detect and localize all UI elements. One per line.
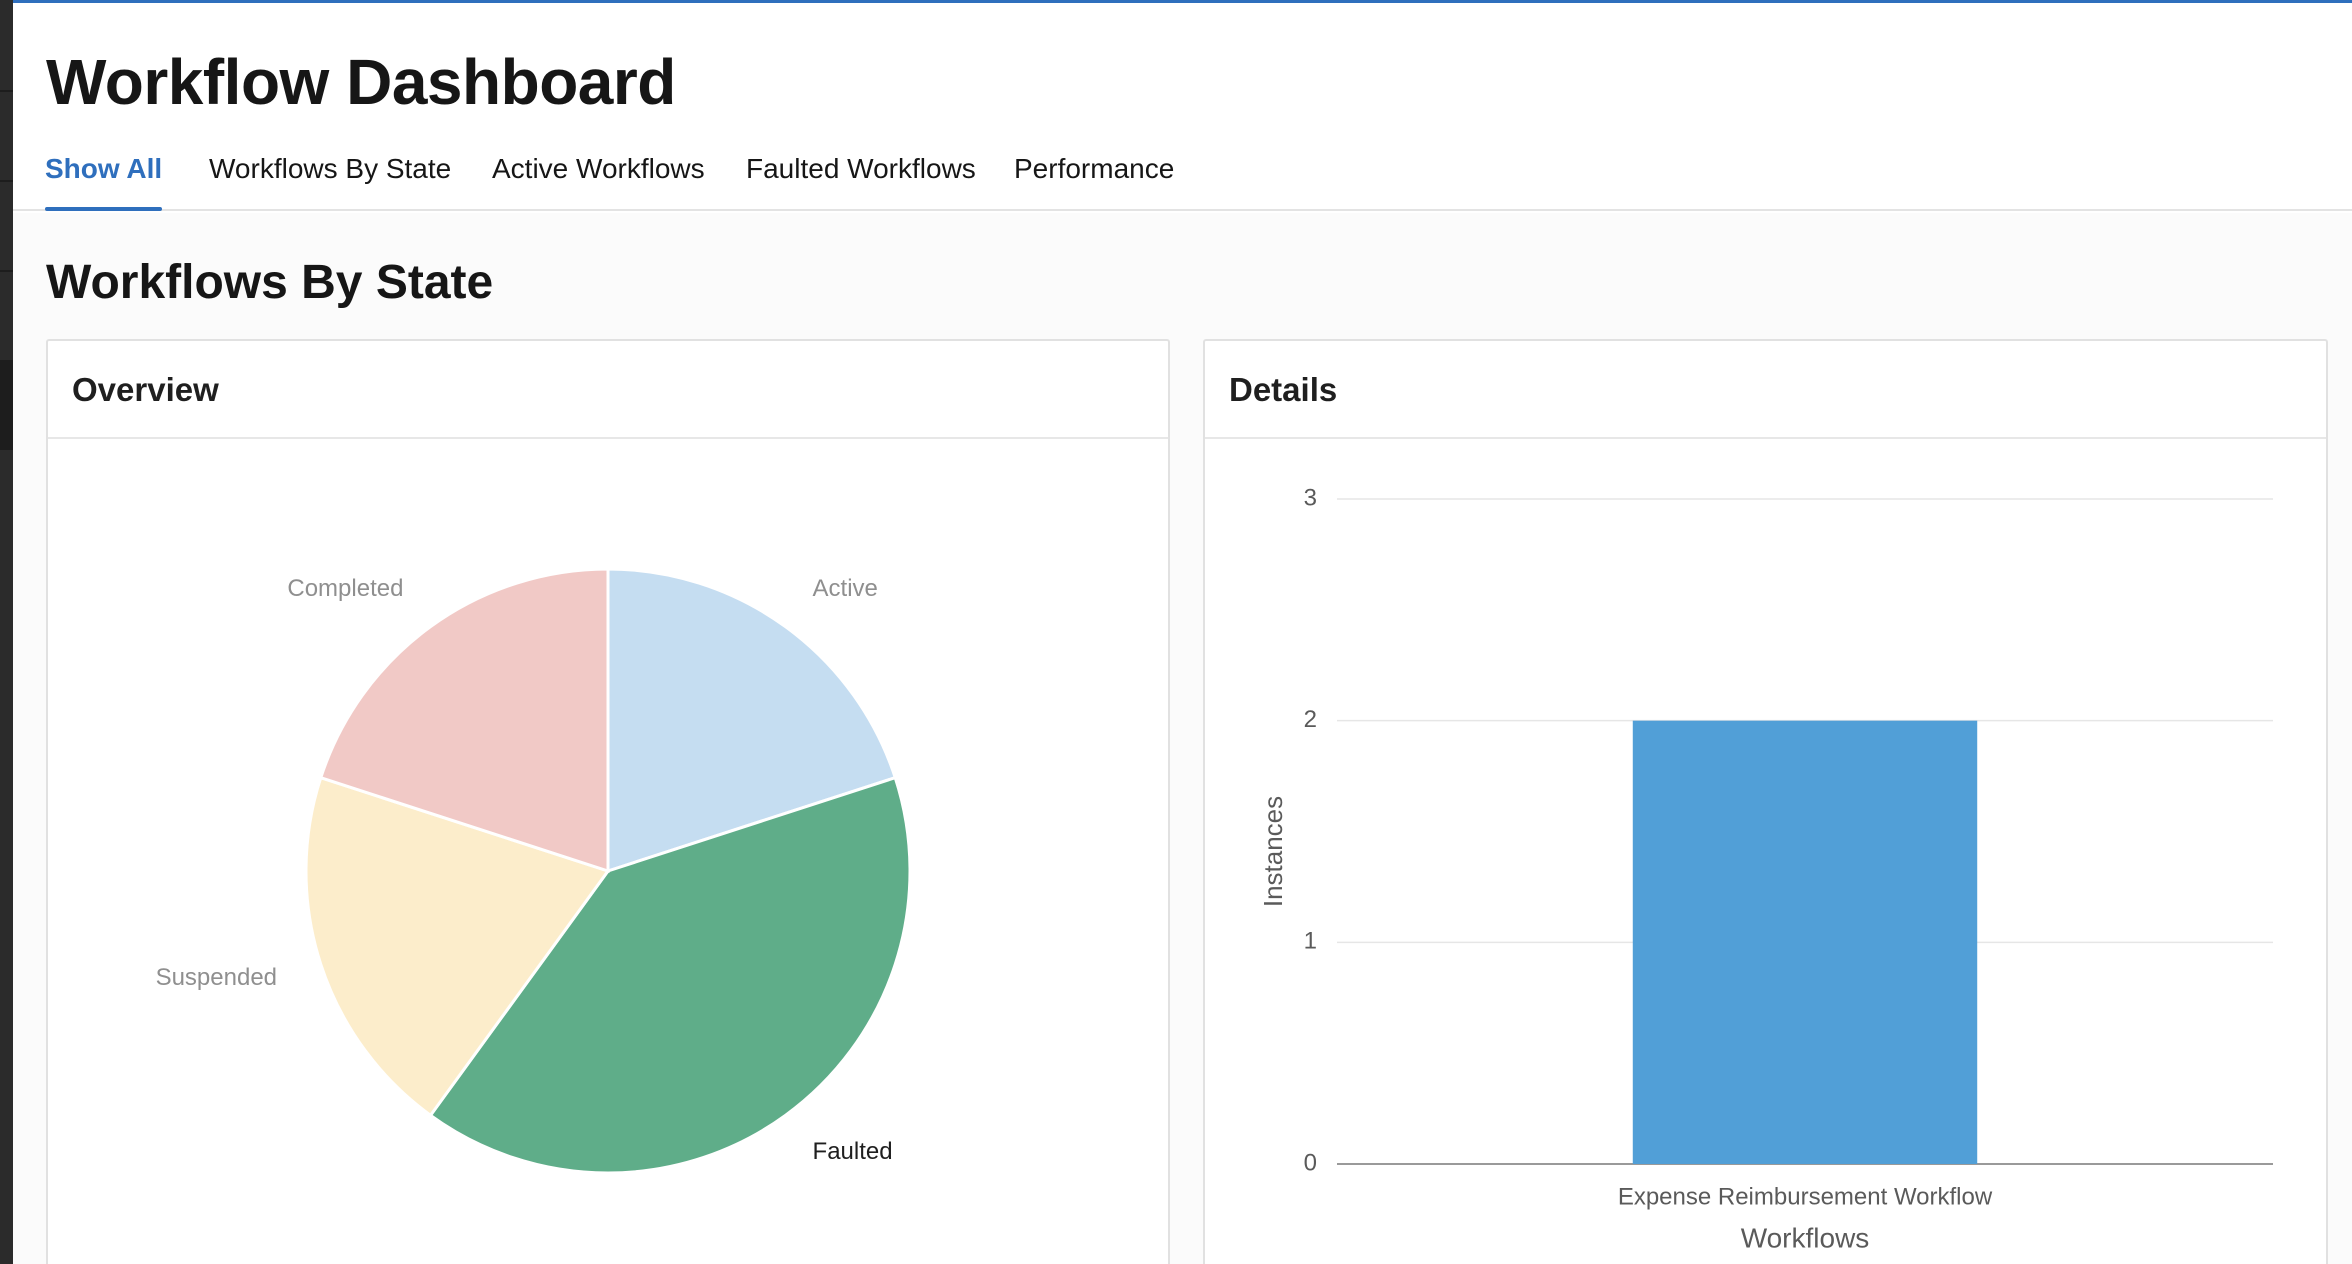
overview-card: Overview Active Faulted Suspended Completed xyxy=(46,339,1170,1264)
page-title: Workflow Dashboard xyxy=(46,46,676,118)
overview-pie-chart: Active Faulted Suspended Completed xyxy=(156,567,912,1175)
details-card-title: Details xyxy=(1229,371,1338,408)
top-accent-bar xyxy=(0,0,2352,3)
pie-slice-suspended[interactable] xyxy=(304,775,611,1118)
overview-card-header: Overview xyxy=(48,341,1168,439)
y-tick-label-2: 2 xyxy=(1304,706,1317,733)
pie-label-active: Active xyxy=(813,575,878,602)
y-axis-label: Instances xyxy=(1258,796,1288,907)
pie-slice-faulted[interactable] xyxy=(428,775,912,1175)
page-header: Workflow Dashboard Show All Workflows By… xyxy=(13,3,2352,211)
dashboard-app: Workflow Dashboard Show All Workflows By… xyxy=(13,3,2352,1264)
tab-faulted-workflows[interactable]: Faulted Workflows xyxy=(746,153,976,184)
main-content: Workflows By State Overview Active Faulte… xyxy=(13,213,2352,1264)
x-tick-label: Expense Reimbursement Workflow xyxy=(1618,1183,1993,1210)
details-bar-chart: 0 1 2 3 Expense Reimbursement Workflow Workfl… xyxy=(1258,484,2273,1253)
y-tick-label-1: 1 xyxy=(1304,928,1317,955)
details-card: Details 0 1 2 3 Expense Reimbursement Workfl… xyxy=(1203,339,2328,1264)
pie-label-completed: Completed xyxy=(287,575,403,602)
overview-card-title: Overview xyxy=(72,371,219,408)
x-axis-label: Workflows xyxy=(1741,1222,1870,1253)
left-window-edge xyxy=(0,0,13,1264)
pie-label-faulted: Faulted xyxy=(813,1138,893,1165)
y-tick-label-3: 3 xyxy=(1304,484,1317,511)
details-card-header: Details xyxy=(1205,341,2326,439)
tab-performance[interactable]: Performance xyxy=(1014,153,1175,184)
tab-active-workflows[interactable]: Active Workflows xyxy=(492,153,705,184)
bar-expense-reimbursement-workflow[interactable] xyxy=(1632,720,1978,1164)
tab-show-all[interactable]: Show All xyxy=(45,153,163,211)
pie-slice-completed[interactable] xyxy=(318,567,610,874)
y-tick-label-0: 0 xyxy=(1304,1149,1317,1176)
pie-label-suspended: Suspended xyxy=(156,964,277,991)
section-title: Workflows By State xyxy=(46,256,494,309)
pie-slice-active[interactable] xyxy=(606,567,898,874)
tab-workflows-by-state[interactable]: Workflows By State xyxy=(209,153,452,184)
